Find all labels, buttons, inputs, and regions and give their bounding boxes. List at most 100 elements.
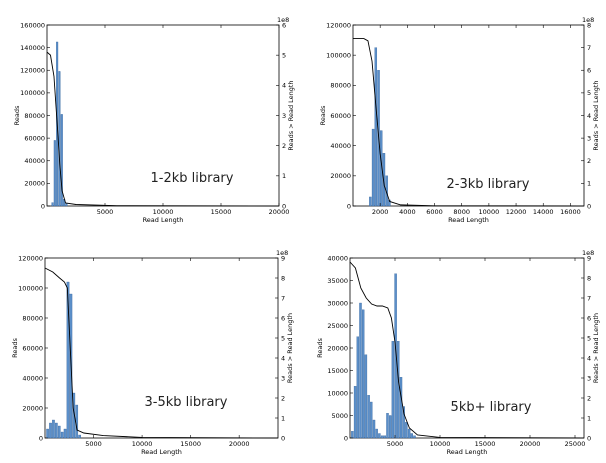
x-tick-label: 20000 bbox=[229, 440, 250, 448]
histogram-bars bbox=[51, 41, 68, 207]
y-tick-label: 80000 bbox=[22, 314, 43, 322]
histogram-bar bbox=[356, 336, 359, 439]
y2-tick-label: 3 bbox=[281, 374, 285, 382]
y-tick-label: 0 bbox=[41, 202, 45, 210]
y-tick-label: 25000 bbox=[327, 322, 348, 330]
y2-tick-label: 4 bbox=[282, 82, 286, 90]
histogram-bar bbox=[405, 422, 408, 439]
cumulative-line bbox=[44, 267, 279, 439]
y2-tick-label: 1 bbox=[587, 180, 591, 188]
y-tick-label: 100000 bbox=[18, 284, 43, 292]
y2-tick-label: 3 bbox=[587, 374, 591, 382]
x-tick-label: 5000 bbox=[387, 440, 404, 448]
y-tick-label: 120000 bbox=[18, 254, 43, 262]
y2-tick-label: 5 bbox=[587, 334, 591, 342]
y-tick-label: 30000 bbox=[327, 299, 348, 307]
histogram-bar bbox=[375, 428, 378, 439]
y2-tick-label: 6 bbox=[281, 314, 285, 322]
y-tick-label: 10000 bbox=[327, 389, 348, 397]
histogram-bar bbox=[407, 428, 411, 439]
x-axis-label: Read Length bbox=[141, 448, 182, 456]
y-tick-label: 20000 bbox=[327, 344, 348, 352]
y-tick-label: 0 bbox=[347, 202, 351, 210]
y2-tick-label: 6 bbox=[587, 67, 591, 75]
histogram-bar bbox=[359, 302, 362, 439]
histogram-bar bbox=[353, 386, 357, 439]
x-tick-label: 12000 bbox=[506, 208, 527, 216]
cumulative-line bbox=[349, 261, 585, 439]
x-tick-label: 5000 bbox=[97, 208, 114, 216]
y2-tick-label: 7 bbox=[587, 294, 591, 302]
y2-tick-label: 6 bbox=[587, 314, 591, 322]
y-tick-label: 0 bbox=[344, 434, 348, 442]
histogram-bar bbox=[410, 433, 413, 439]
y2-tick-label: 4 bbox=[281, 354, 285, 362]
histogram-bar bbox=[60, 431, 64, 439]
histogram-bar bbox=[383, 435, 386, 439]
histogram-bar bbox=[369, 196, 372, 207]
x-tick-label: 6000 bbox=[426, 208, 443, 216]
y-axis-label: Reads bbox=[319, 105, 327, 125]
axis-ticks: 5000 10000 15000 20000 250000500010000150002… bbox=[327, 254, 591, 448]
y2-tick-label: 0 bbox=[281, 434, 285, 442]
histogram-bar bbox=[380, 435, 384, 439]
histogram-bar bbox=[49, 422, 52, 439]
x-tick-label: 10000 bbox=[479, 208, 500, 216]
x-tick-label: 15000 bbox=[180, 440, 201, 448]
x-tick-label: 2000 bbox=[372, 208, 389, 216]
y2-tick-label: 4 bbox=[587, 354, 591, 362]
panel-2-3kb: 2000 4000 6000 8000 10000 12000 14000 160000200… bbox=[319, 16, 600, 224]
y-tick-label: 40000 bbox=[327, 254, 348, 262]
histogram-bar bbox=[58, 71, 61, 207]
y2-tick-label: 8 bbox=[587, 274, 591, 282]
axis-ticks: 2000 4000 6000 8000 10000 12000 14000 160000200… bbox=[326, 21, 591, 216]
x-tick-label: 10000 bbox=[430, 440, 451, 448]
y2-tick-label: 1 bbox=[282, 172, 286, 180]
y2-tick-label: 1 bbox=[587, 414, 591, 422]
histogram-bar bbox=[382, 153, 386, 207]
y-axis-label: Reads bbox=[11, 338, 19, 358]
y-tick-label: 40000 bbox=[330, 142, 351, 150]
y-tick-label: 120000 bbox=[20, 67, 45, 75]
y2-tick-label: 2 bbox=[281, 394, 285, 402]
histogram-bar bbox=[391, 341, 395, 439]
y-tick-label: 140000 bbox=[20, 44, 45, 52]
y2-multiplier: 1e8 bbox=[582, 16, 594, 24]
histogram-bars bbox=[46, 281, 81, 439]
axis-ticks: 5000 10000 15000 20000020000400006000080000… bbox=[20, 21, 289, 216]
x-tick-label: 15000 bbox=[211, 208, 232, 216]
y-tick-label: 80000 bbox=[24, 112, 45, 120]
histogram-bar bbox=[402, 406, 405, 439]
x-tick-label: 25000 bbox=[565, 440, 586, 448]
y-tick-label: 60000 bbox=[330, 112, 351, 120]
y2-tick-label: 3 bbox=[282, 112, 286, 120]
y2-axis-label: Reads > Read Length bbox=[592, 80, 600, 150]
y2-tick-label: 8 bbox=[587, 21, 591, 29]
y2-tick-label: 5 bbox=[281, 334, 285, 342]
library-label: 3-5kb library bbox=[145, 395, 228, 410]
histogram-bar bbox=[46, 428, 49, 439]
y-tick-label: 20000 bbox=[24, 180, 45, 188]
x-tick-label: 10000 bbox=[132, 440, 153, 448]
histogram-bar bbox=[378, 433, 381, 439]
y-tick-label: 0 bbox=[39, 434, 43, 442]
histogram-bar bbox=[371, 128, 375, 207]
y2-multiplier: 1e8 bbox=[582, 249, 594, 257]
histogram-bar bbox=[55, 422, 58, 439]
x-tick-label: 5000 bbox=[85, 440, 102, 448]
y-tick-label: 40000 bbox=[24, 157, 45, 165]
histogram-bar bbox=[60, 114, 63, 207]
y2-tick-label: 0 bbox=[587, 202, 591, 210]
y-tick-label: 80000 bbox=[330, 82, 351, 90]
y2-tick-label: 6 bbox=[282, 21, 286, 29]
y-tick-label: 60000 bbox=[24, 134, 45, 142]
histogram-bar bbox=[388, 415, 392, 439]
y-tick-label: 100000 bbox=[326, 51, 351, 59]
y2-tick-label: 0 bbox=[282, 202, 286, 210]
y-axis-label: Reads bbox=[13, 105, 21, 125]
y-tick-label: 120000 bbox=[326, 21, 351, 29]
x-tick-label: 20000 bbox=[520, 440, 541, 448]
histogram-bar bbox=[72, 392, 76, 439]
y2-tick-label: 3 bbox=[587, 134, 591, 142]
y-tick-label: 160000 bbox=[20, 21, 45, 29]
